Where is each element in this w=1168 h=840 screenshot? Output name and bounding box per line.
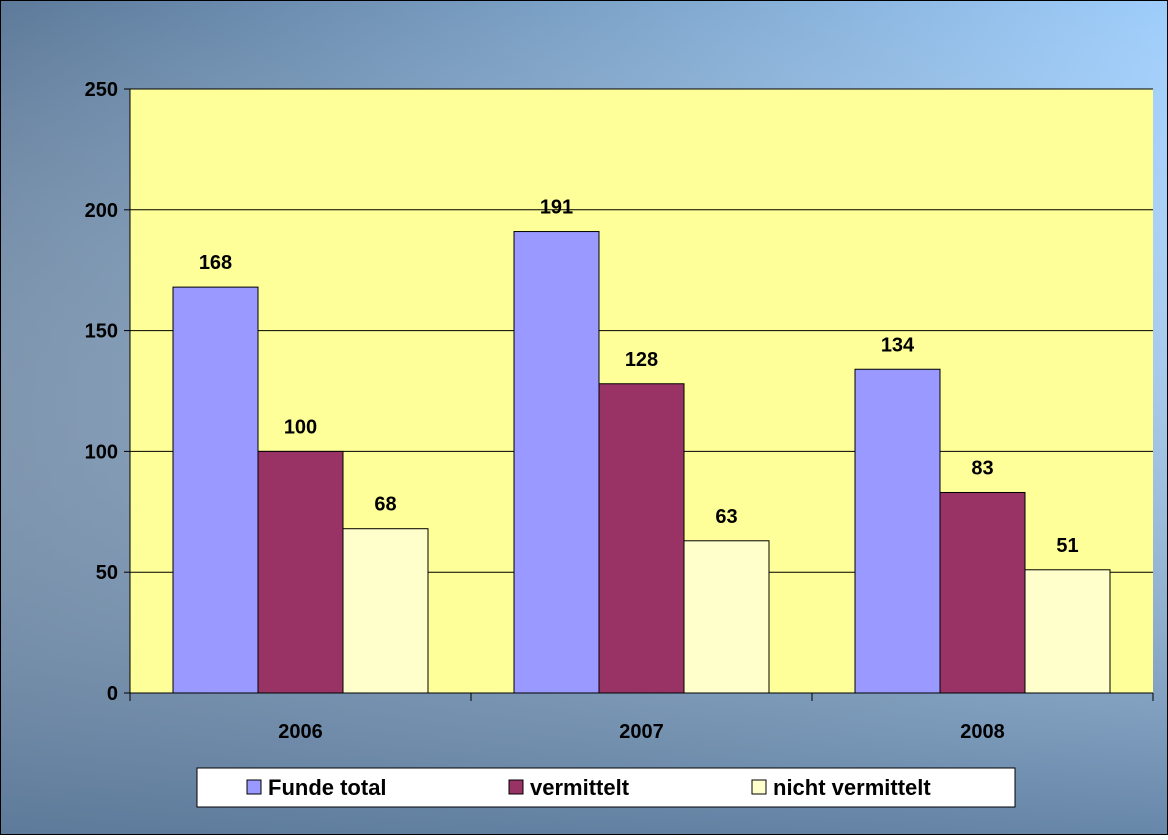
bar-nicht-vermittelt-2006	[342, 528, 429, 694]
x-tick-label: 2008	[960, 721, 1005, 743]
data-label: 168	[199, 252, 232, 274]
y-tick-label: 200	[85, 200, 118, 222]
x-tick-label: 2006	[278, 721, 323, 743]
legend-swatch	[508, 779, 524, 795]
y-tick-label: 0	[107, 683, 118, 705]
data-label: 83	[971, 457, 993, 479]
data-label: 51	[1056, 535, 1078, 557]
legend-label: nicht vermittelt	[773, 775, 931, 800]
y-tick-label: 100	[85, 441, 118, 463]
legend-label: Funde total	[268, 775, 387, 800]
x-tick-label: 2007	[619, 721, 664, 743]
bar-funde-total-2006	[172, 286, 259, 694]
data-label: 68	[374, 494, 396, 516]
bar-nicht-vermittelt-2008	[1024, 569, 1111, 694]
y-tick-label: 50	[96, 562, 118, 584]
bar-vermittelt-2007	[598, 383, 685, 694]
bar-vermittelt-2006	[257, 450, 344, 694]
data-labels: 168 100 68 191 128 63 134 83 51	[199, 197, 1079, 557]
legend-swatch	[246, 779, 262, 795]
data-label: 100	[284, 416, 317, 438]
axes: 0 50 100 150 200 250 2006 2007 2008	[85, 79, 1154, 743]
data-label: 63	[715, 506, 737, 528]
y-tick-label: 150	[85, 321, 118, 343]
legend-box	[196, 767, 1016, 808]
legend-label: vermittelt	[530, 775, 630, 800]
bars	[172, 231, 1111, 694]
bar-funde-total-2008	[854, 368, 941, 694]
data-label: 128	[625, 349, 658, 371]
data-label: 191	[540, 197, 573, 219]
data-label: 134	[881, 334, 915, 356]
legend-swatch	[751, 779, 767, 795]
bar-funde-total-2007	[513, 231, 600, 694]
bar-nicht-vermittelt-2007	[683, 540, 770, 694]
y-tick-label: 250	[85, 79, 118, 101]
bar-vermittelt-2008	[939, 491, 1026, 694]
legend: Funde total vermittelt nicht vermittelt	[196, 767, 1016, 808]
